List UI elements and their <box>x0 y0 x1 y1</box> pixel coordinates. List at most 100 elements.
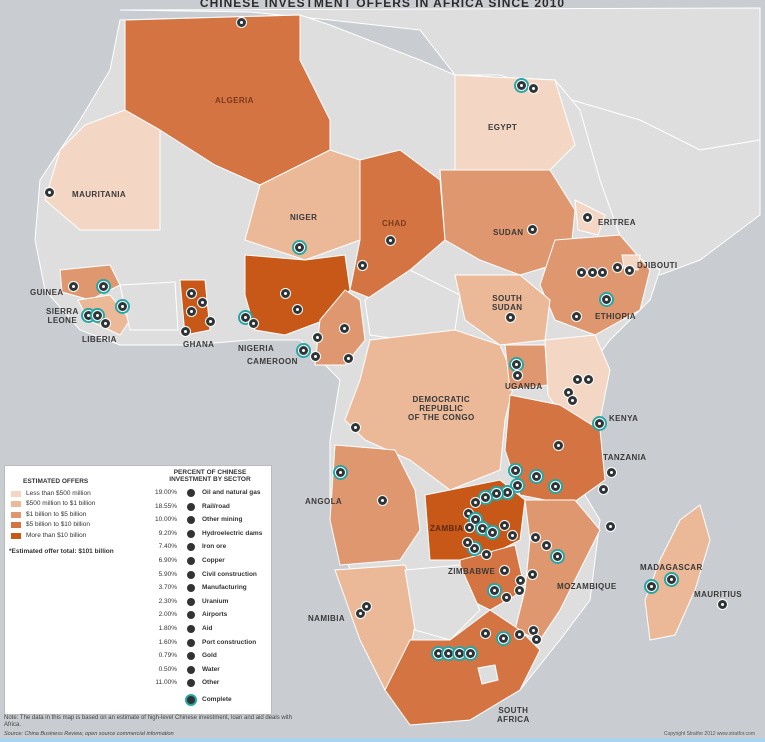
sector-percent: 18.55% <box>154 502 177 510</box>
investment-marker <box>343 353 354 364</box>
investment-marker <box>601 294 612 305</box>
investment-marker <box>335 467 346 478</box>
sector-percent: 0.50% <box>158 665 177 673</box>
investment-marker <box>463 508 474 519</box>
label-sierra-leone: SIERRA LEONE <box>46 307 79 325</box>
footnote: Note: The data in this map is based on a… <box>4 715 293 728</box>
investment-marker <box>92 310 103 321</box>
investment-marker <box>44 187 55 198</box>
investment-marker <box>248 318 259 329</box>
sector-percent: 1.80% <box>158 625 177 632</box>
investment-marker <box>487 527 498 538</box>
label-kenya: KENYA <box>609 414 639 423</box>
copyright: Copyright Stratfor 2012 www.stratfor.com <box>663 731 755 737</box>
sector-icon <box>187 570 195 579</box>
investment-marker <box>464 522 475 533</box>
investment-marker <box>312 332 323 343</box>
ivory-coast <box>119 281 179 331</box>
sector-icon <box>187 679 195 688</box>
investment-marker <box>294 242 305 253</box>
sector-heading: PERCENT OF CHINESE INVESTMENT BY SECTOR <box>169 469 251 483</box>
complete-icon <box>187 696 195 704</box>
investment-marker <box>462 537 473 548</box>
swatch-500m-1b <box>11 501 21 507</box>
sector-icon <box>187 652 195 661</box>
investment-marker <box>572 374 583 385</box>
investment-marker <box>98 281 109 292</box>
sector-name: Port construction <box>202 638 257 646</box>
offer-label: More than $10 billion <box>26 532 87 539</box>
sector-icon <box>187 489 195 497</box>
investment-marker <box>339 323 350 334</box>
label-uganda: UGANDA <box>505 382 543 391</box>
sector-icon <box>187 502 195 511</box>
sector-percent: 2.00% <box>158 611 177 619</box>
investment-marker <box>205 316 216 327</box>
swatch-gt10b <box>11 533 21 539</box>
investment-marker <box>553 440 564 451</box>
investment-marker <box>489 585 500 596</box>
sector-icon <box>187 638 195 647</box>
investment-marker <box>186 306 197 317</box>
sector-icon <box>187 611 195 620</box>
investment-marker <box>465 648 476 659</box>
sector-icon <box>187 557 195 565</box>
label-angola: ANGOLA <box>305 497 343 506</box>
sector-name: Water <box>202 665 220 673</box>
offer-label: $5 billion to $10 billion <box>26 521 90 528</box>
label-egypt: EGYPT <box>488 123 518 132</box>
sector-name: Aid <box>202 625 213 632</box>
sudan <box>439 169 576 276</box>
label-namibia: NAMIBIA <box>308 614 346 623</box>
label-sudan: SUDAN <box>493 228 524 237</box>
complete-label: Complete <box>202 696 232 703</box>
investment-marker <box>541 540 552 551</box>
sector-percent: 6.90% <box>158 557 177 564</box>
sector-percent: 1.60% <box>158 638 177 646</box>
sector-name: Civil construction <box>202 570 257 578</box>
investment-marker <box>510 465 521 476</box>
investment-marker <box>597 267 608 278</box>
investment-marker <box>531 471 542 482</box>
investment-marker <box>470 497 481 508</box>
investment-marker <box>298 345 309 356</box>
offer-label: Less than $500 million <box>26 490 91 497</box>
label-cameroon: CAMEROON <box>247 357 298 366</box>
sector-percent: 2.30% <box>158 597 177 605</box>
investment-marker <box>100 318 111 329</box>
sector-name: Gold <box>202 652 217 660</box>
investment-marker <box>385 235 396 246</box>
label-south-africa: SOUTH AFRICA <box>497 706 530 724</box>
investment-marker <box>501 592 512 603</box>
sector-name: Hydroelectric dams <box>202 529 263 537</box>
investment-marker <box>576 267 587 278</box>
sector-percent: 0.79% <box>158 652 177 660</box>
egypt <box>454 74 576 171</box>
investment-marker <box>666 574 677 585</box>
sector-name: Airports <box>202 611 228 619</box>
investment-marker <box>605 521 616 532</box>
investment-marker <box>180 326 191 337</box>
map-legend: ESTIMATED OFFERS Less than $500 million … <box>4 465 272 715</box>
map-title: CHINESE INVESTMENT OFFERS IN AFRICA SINC… <box>199 0 566 10</box>
investment-marker <box>582 212 593 223</box>
label-madagascar: MADAGASCAR <box>640 563 703 572</box>
investment-marker <box>240 312 251 323</box>
sector-icon <box>187 665 195 674</box>
label-south-sudan: SOUTH SUDAN <box>492 294 523 312</box>
investment-marker <box>583 374 594 385</box>
investment-marker <box>292 304 303 315</box>
sector-name: Rail/road <box>202 502 230 510</box>
investment-marker <box>552 551 563 562</box>
label-drc: DEMOCRATIC REPUBLIC OF THE CONGO <box>408 395 475 422</box>
investment-marker <box>646 581 657 592</box>
label-nigeria: NIGERIA <box>238 344 275 353</box>
sector-icon <box>187 584 195 593</box>
lesotho <box>477 664 499 685</box>
botswana <box>404 564 481 641</box>
investment-marker <box>197 297 208 308</box>
investment-marker <box>502 487 513 498</box>
label-chad: CHAD <box>382 219 407 228</box>
